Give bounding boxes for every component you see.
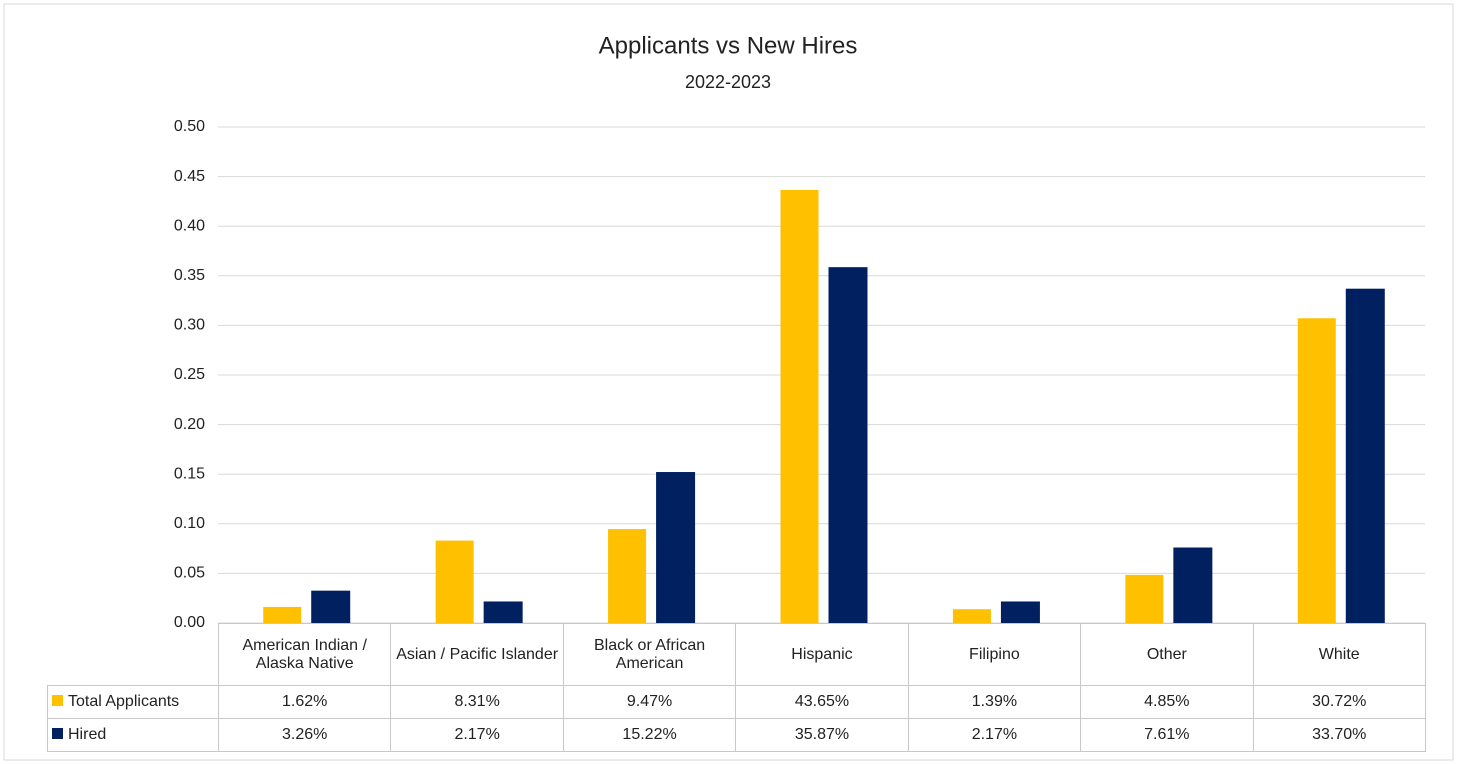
- y-tick-label: 0.30: [174, 317, 205, 334]
- bar: [608, 529, 647, 623]
- bar: [656, 472, 696, 623]
- bar: [435, 540, 474, 623]
- y-tick-label: 0.45: [174, 168, 205, 185]
- category-label: Filipino: [907, 623, 1082, 686]
- value-label: 4.85%: [1080, 685, 1254, 719]
- value-label: 43.65%: [735, 685, 909, 719]
- table-corner: [47, 623, 219, 686]
- y-tick-label: 0.25: [174, 366, 205, 383]
- bar: [952, 609, 991, 623]
- data-table: American Indian / Alaska Native Asian / P…: [47, 623, 1426, 752]
- category-label: American Indian / Alaska Native: [217, 623, 392, 686]
- chart-title: Applicants vs New Hires: [599, 32, 858, 59]
- bar: [263, 606, 302, 623]
- legend-label: Hired: [68, 726, 107, 743]
- value-label: 8.31%: [390, 685, 564, 719]
- value-label: 3.26%: [217, 718, 392, 752]
- bar: [311, 590, 351, 623]
- bar: [1297, 318, 1336, 623]
- bar: [1345, 288, 1385, 623]
- series-name-cell: Hired: [47, 718, 219, 752]
- category-label: Black or African American: [562, 623, 737, 686]
- bar: [780, 189, 819, 623]
- value-label: 1.62%: [217, 685, 392, 719]
- value-label: 2.17%: [907, 718, 1082, 752]
- bar: [1000, 601, 1040, 623]
- bar: [1125, 574, 1164, 623]
- table-header-row: American Indian / Alaska Native Asian / P…: [47, 623, 1426, 686]
- y-tick-label: 0.05: [174, 565, 205, 582]
- table-row: Hired 3.26% 2.17% 15.22% 35.87% 2.17% 7.61% 33.…: [47, 718, 1426, 752]
- category-label: Other: [1080, 623, 1254, 686]
- value-label: 30.72%: [1252, 685, 1426, 719]
- value-label: 9.47%: [562, 685, 737, 719]
- y-tick-label: 0.50: [174, 118, 205, 135]
- y-tick-label: 0.10: [174, 515, 205, 532]
- value-label: 2.17%: [390, 718, 564, 752]
- bar: [828, 267, 868, 623]
- y-tick-label: 0.20: [174, 416, 205, 433]
- category-label: White: [1252, 623, 1426, 686]
- bar: [1173, 547, 1213, 623]
- category-label: Asian / Pacific Islander: [390, 623, 564, 686]
- value-label: 35.87%: [735, 718, 909, 752]
- value-label: 7.61%: [1080, 718, 1254, 752]
- value-label: 15.22%: [562, 718, 737, 752]
- table-row: Total Applicants 1.62% 8.31% 9.47% 43.65% 1.3…: [47, 685, 1426, 719]
- bar: [483, 601, 523, 623]
- chart-subtitle: 2022-2023: [685, 72, 771, 92]
- value-label: 33.70%: [1252, 718, 1426, 752]
- y-tick-label: 0.35: [174, 267, 205, 284]
- category-label: Hispanic: [735, 623, 909, 686]
- y-tick-label: 0.40: [174, 217, 205, 234]
- legend-label: Total Applicants: [68, 693, 180, 710]
- y-tick-label: 0.15: [174, 465, 205, 482]
- legend-swatch: [52, 728, 63, 739]
- legend-swatch: [52, 695, 63, 706]
- value-label: 1.39%: [907, 685, 1082, 719]
- series-name-cell: Total Applicants: [47, 685, 219, 719]
